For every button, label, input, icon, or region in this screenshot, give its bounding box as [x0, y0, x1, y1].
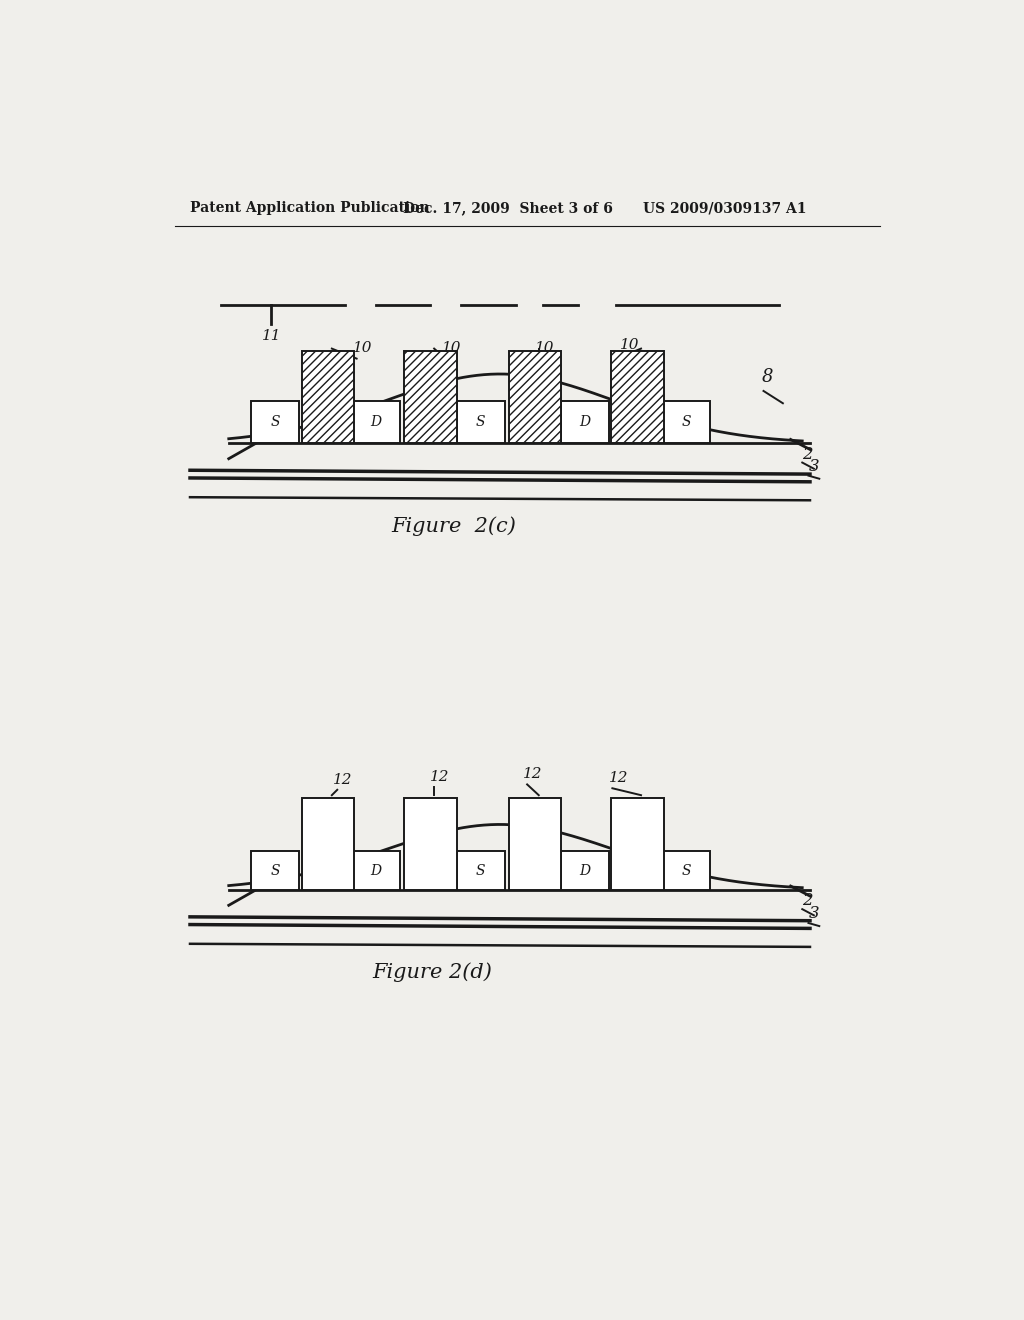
Text: Dec. 17, 2009  Sheet 3 of 6: Dec. 17, 2009 Sheet 3 of 6 [403, 202, 613, 215]
Text: D: D [580, 863, 591, 878]
Text: 2: 2 [802, 892, 813, 909]
Text: 12: 12 [608, 771, 628, 785]
Bar [352, 851, 400, 890]
Text: Figure 2(d): Figure 2(d) [372, 962, 492, 982]
Bar [509, 797, 561, 890]
Text: 10: 10 [352, 342, 373, 355]
Text: 12: 12 [430, 770, 450, 784]
Bar [662, 851, 710, 890]
Text: 2: 2 [802, 446, 813, 463]
Text: US 2009/0309137 A1: US 2009/0309137 A1 [643, 202, 807, 215]
Text: D: D [371, 414, 382, 429]
Bar [561, 401, 609, 444]
Text: 10: 10 [442, 342, 462, 355]
Text: 3: 3 [809, 458, 819, 475]
Bar [251, 401, 299, 444]
Text: S: S [476, 414, 485, 429]
Bar [457, 851, 505, 890]
Text: D: D [371, 863, 382, 878]
Text: 8: 8 [762, 368, 773, 385]
Text: 12: 12 [334, 772, 353, 787]
Bar [611, 351, 664, 444]
Text: 12: 12 [523, 767, 543, 781]
Text: S: S [681, 414, 691, 429]
Bar [662, 401, 710, 444]
Text: 10: 10 [535, 342, 554, 355]
Bar [302, 797, 354, 890]
Text: Patent Application Publication: Patent Application Publication [190, 202, 430, 215]
Text: 3: 3 [809, 906, 819, 923]
Text: S: S [476, 863, 485, 878]
Text: S: S [681, 863, 691, 878]
Text: D: D [580, 414, 591, 429]
Text: Figure  2(c): Figure 2(c) [391, 516, 516, 536]
Bar [561, 851, 609, 890]
Text: 11: 11 [261, 329, 282, 342]
Bar [509, 351, 561, 444]
Bar [611, 797, 664, 890]
Bar [457, 401, 505, 444]
Bar [403, 797, 457, 890]
Bar [352, 401, 400, 444]
Bar [251, 851, 299, 890]
Bar [302, 351, 354, 444]
Text: S: S [270, 863, 280, 878]
Text: S: S [270, 414, 280, 429]
Text: 10: 10 [621, 338, 640, 352]
Bar [403, 351, 457, 444]
